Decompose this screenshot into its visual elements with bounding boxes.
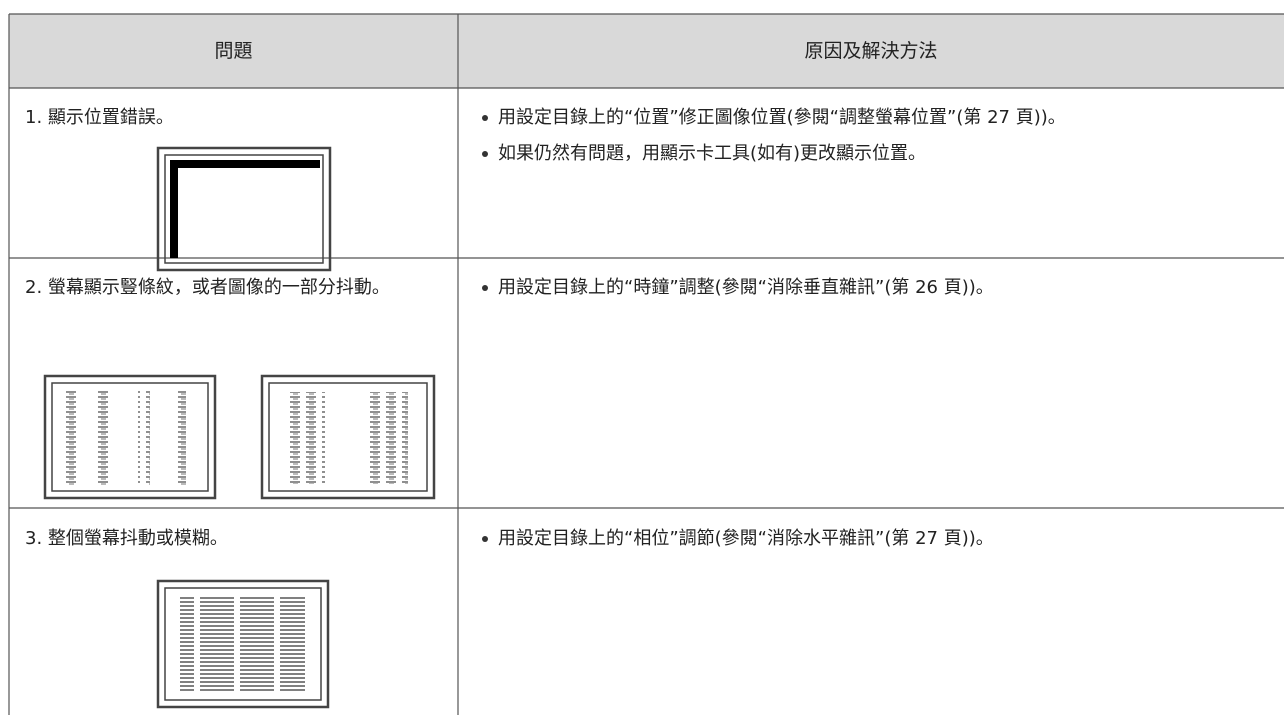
solution: 用設定目錄上的“相位”調節(參閱“消除水平雜訊”(第 27 頁))。	[498, 528, 994, 549]
monitor-icon-1	[156, 146, 332, 272]
header-bg	[9, 14, 1284, 88]
bullets	[482, 115, 488, 542]
solution: 用設定目錄上的“時鐘”調整(參閱“消除垂直雜訊”(第 26 頁))。	[498, 277, 994, 298]
monitor-icon-2a	[43, 374, 217, 500]
solution: 如果仍然有問題，用顯示卡工具(如有)更改顯示位置。	[498, 143, 927, 164]
solution: 用設定目錄上的“位置”修正圖像位置(參閱“調整螢幕位置”(第 27 頁))。	[498, 107, 1066, 128]
header-cell: 問題	[214, 40, 253, 62]
problem: 1. 顯示位置錯誤。	[25, 107, 174, 128]
monitor-icon-3	[156, 579, 330, 709]
problem: 3. 整個螢幕抖動或模糊。	[25, 528, 228, 549]
monitor-icon-2b	[260, 374, 436, 500]
header-cell: 原因及解決方法	[804, 40, 938, 62]
grid	[8, 13, 1284, 715]
problem: 2. 螢幕顯示豎條紋，或者圖像的一部分抖動。	[25, 277, 390, 298]
